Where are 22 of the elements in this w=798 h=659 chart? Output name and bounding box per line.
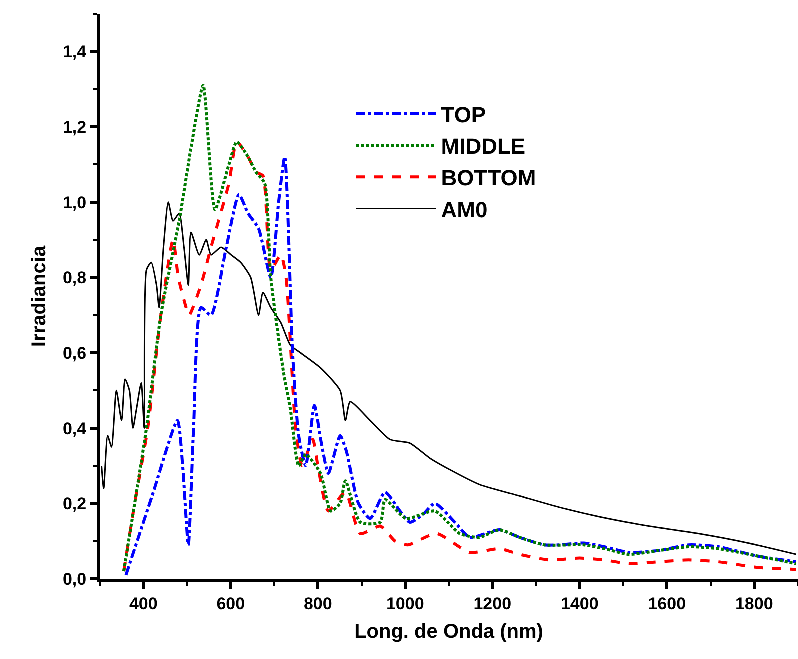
legend-label: TOP — [441, 102, 486, 128]
legend-label: MIDDLE — [441, 134, 526, 160]
x-axis-title: Long. de Onda (nm) — [354, 620, 544, 643]
x-tick-label: 1000 — [386, 594, 424, 614]
y-tick-label: 0,8 — [62, 268, 87, 288]
x-tick-label: 1600 — [648, 594, 686, 614]
y-tick-label: 0,4 — [62, 419, 88, 438]
x-tick-label: 1200 — [474, 594, 512, 614]
x-tick-label: 1800 — [735, 594, 774, 614]
y-tick-label: 0,2 — [62, 494, 87, 514]
legend-label: AM0 — [441, 197, 488, 222]
y-tick-label: 0,0 — [62, 570, 87, 589]
y-tick-label: 1,0 — [62, 193, 87, 212]
y-axis-title: Irradiancia — [28, 245, 50, 348]
x-tick-label: 1400 — [560, 594, 599, 614]
x-tick-label: 800 — [304, 594, 332, 614]
y-tick-label: 0,6 — [62, 344, 87, 363]
x-tick-label: 400 — [129, 594, 158, 614]
y-tick-label: 1,2 — [62, 118, 87, 137]
x-tick-label: 600 — [216, 594, 246, 614]
legend-label: BOTTOM — [441, 166, 536, 191]
y-tick-label: 1,4 — [62, 42, 88, 62]
